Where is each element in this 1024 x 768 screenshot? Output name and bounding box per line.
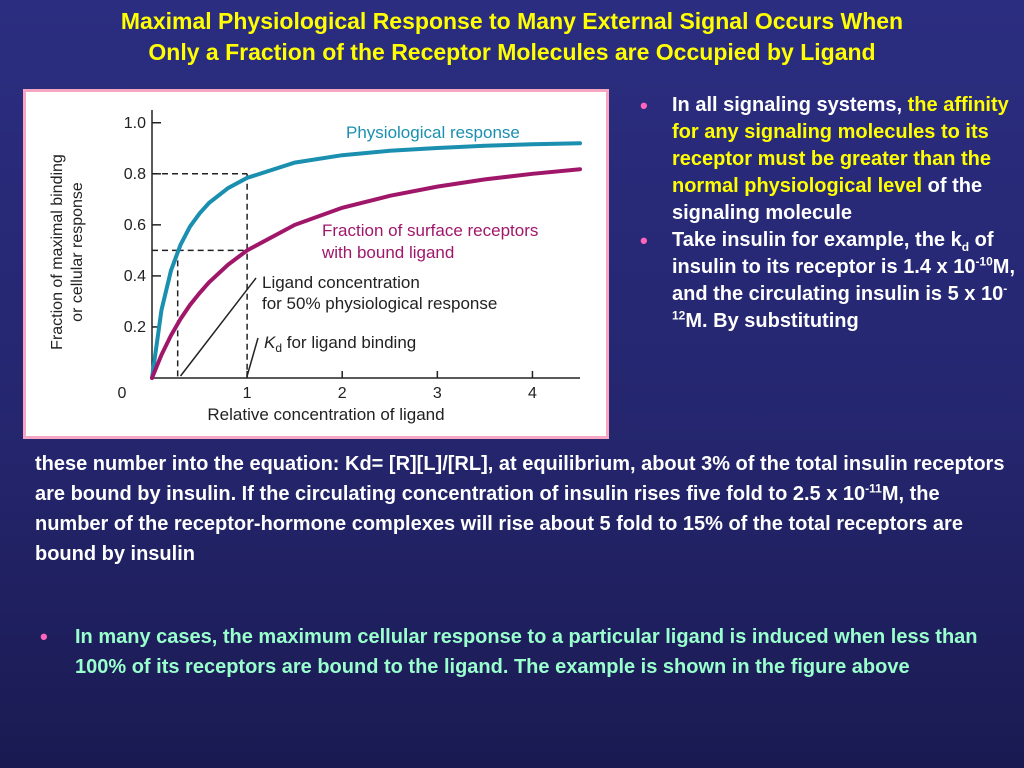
right-bullet-list: • In all signaling systems, the affinity…: [640, 92, 1020, 335]
y-tick-label: 0.8: [124, 166, 146, 183]
bullet-insulin-a: Take insulin for example, the k: [672, 229, 962, 251]
leader-line-ligand-conc: [179, 277, 257, 377]
bullet-marker: •: [40, 624, 48, 649]
x-tick-label: 3: [433, 385, 442, 402]
bullet-marker: •: [640, 93, 648, 118]
continuation-paragraph: these number into the equation: Kd= [R][…: [35, 449, 1010, 569]
bullet-insulin: • Take insulin for example, the kd of in…: [640, 227, 1020, 335]
annotation-kd: Kd for ligand binding: [264, 333, 416, 355]
bullet-affinity-highlight: the affinity for any signaling molecules…: [672, 94, 1009, 197]
title-line-1: Maximal Physiological Response to Many E…: [120, 8, 904, 34]
bullet-insulin-c: M, and the circulating insulin is 5 x 10: [672, 256, 1015, 305]
slide-title: Maximal Physiological Response to Many E…: [0, 6, 1024, 68]
exponent-1: -10: [975, 254, 993, 269]
bullet-insulin-d: M. By substituting: [685, 310, 859, 332]
leader-line-kd: [246, 337, 259, 377]
x-tick-label: 1: [243, 385, 252, 402]
annotation-ligand-conc-line-2: for 50% physiological response: [262, 294, 497, 313]
y-axis-label-line-2: or cellular response: [69, 182, 86, 322]
y-tick-label: 0.4: [124, 268, 146, 285]
continuation-b: M, the number of the receptor-hormone co…: [35, 483, 963, 565]
continuation-a: these number into the equation: Kd= [R][…: [35, 453, 1005, 505]
physiological-response-curve: [150, 141, 582, 380]
kd-subscript: d: [961, 240, 970, 254]
exponent-3: -11: [865, 481, 882, 496]
x-tick-label: 0: [118, 385, 127, 402]
x-tick-label: 2: [338, 385, 347, 402]
bullet-affinity-tail: of the signaling molecule: [672, 175, 983, 224]
bullet-insulin-b: of insulin to its receptor is 1.4 x 10: [672, 229, 994, 278]
y-tick-label: 0.6: [124, 217, 146, 234]
binding-response-figure: 0 1 2 3 4 0.2 0.4 0.6 0.8 1.0 Relative concentrati…: [23, 89, 609, 439]
bullet-affinity-lead: In all signaling systems,: [672, 94, 908, 116]
bullet-max-response-text: In many cases, the maximum cellular resp…: [75, 626, 978, 678]
bullet-max-response: • In many cases, the maximum cellular re…: [40, 622, 1000, 682]
x-tick-label: 4: [528, 385, 537, 402]
y-tick-label: 0.2: [124, 319, 146, 336]
series-label-physiological-response: Physiological response: [346, 123, 520, 142]
binding-response-chart: 0 1 2 3 4 0.2 0.4 0.6 0.8 1.0 Relative concentrati…: [49, 110, 582, 424]
annotation-ligand-conc-line-1: Ligand concentration: [262, 273, 420, 292]
x-axis-label: Relative concentration of ligand: [207, 405, 444, 424]
series-label-bound-line-2: with bound ligand: [321, 243, 454, 262]
y-axis-label-line-1: Fraction of maximal binding: [49, 154, 66, 350]
title-line-2: Only a Fraction of the Receptor Molecule…: [148, 39, 876, 65]
bullet-marker: •: [640, 228, 648, 253]
series-label-bound-line-1: Fraction of surface receptors: [322, 221, 538, 240]
bound-receptor-curve: [150, 167, 582, 380]
exponent-2: -12: [672, 281, 1008, 323]
y-tick-label: 1.0: [124, 115, 146, 132]
bullet-affinity: • In all signaling systems, the affinity…: [640, 92, 1020, 227]
